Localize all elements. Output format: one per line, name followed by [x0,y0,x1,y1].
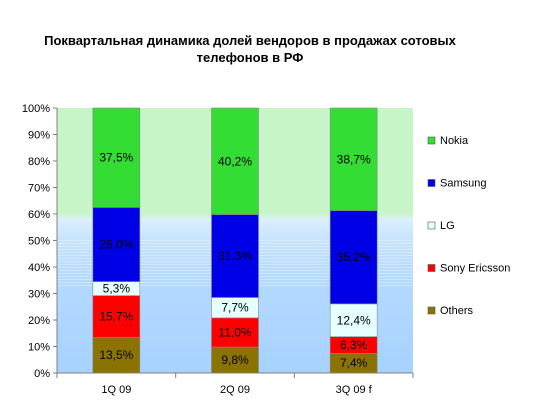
y-tick-label: 0% [34,368,50,380]
bar-segment [92,295,141,338]
data-label: 5,3% [103,282,131,296]
data-label: 9,8% [221,353,249,367]
y-tick-label: 80% [28,156,50,168]
data-label: 28,0% [99,237,133,251]
bar-segment [329,210,378,305]
data-label: 7,7% [221,301,249,315]
legend-label: LG [440,220,455,232]
legend-swatch [427,264,436,272]
y-tick-label: 60% [28,209,50,221]
y-tick-label: 40% [28,262,50,274]
data-label: 35,2% [337,250,371,264]
chart-title-line2: телефонов в РФ [196,50,304,65]
legend-swatch [427,221,436,230]
data-label: 38,7% [337,152,371,166]
bar-segment [92,107,141,208]
x-category-label: 2Q 09 [220,384,250,396]
legend-label: Others [440,305,474,317]
data-label: 6,3% [340,338,368,352]
bar-segment [329,303,378,337]
bar-segment [211,346,259,374]
legend-swatch [427,306,436,315]
bar-segment [211,317,259,348]
x-category-label: 1Q 09 [101,384,131,396]
x-category-label: 3Q 09 f [336,384,373,396]
bar-segment [92,336,141,374]
bar-segment [92,207,141,282]
data-label: 13,5% [99,348,133,362]
chart-title-line1: Поквартальная динамика долей вендоров в … [44,33,456,48]
data-label: 11,0% [218,325,251,339]
legend-label: Sony Ericsson [440,263,510,275]
data-label: 37,5% [99,151,133,165]
y-tick-label: 90% [28,130,50,142]
legend-label: Nokia [440,135,469,147]
y-tick-label: 10% [28,342,50,354]
bar-segment [329,107,378,211]
y-tick-label: 70% [28,183,50,195]
y-tick-label: 50% [28,236,50,248]
data-label: 40,2% [218,154,252,168]
legend-swatch [427,179,436,187]
data-label: 7,4% [340,356,368,370]
bar-segment [211,107,259,215]
y-tick-label: 100% [22,103,50,115]
y-tick-label: 20% [28,315,50,327]
data-label: 31,3% [218,249,252,263]
legend-label: Samsung [440,178,486,190]
y-tick-label: 30% [28,289,50,301]
data-label: 12,4% [337,313,371,327]
legend-swatch [427,136,436,145]
data-label: 15,7% [99,309,133,323]
